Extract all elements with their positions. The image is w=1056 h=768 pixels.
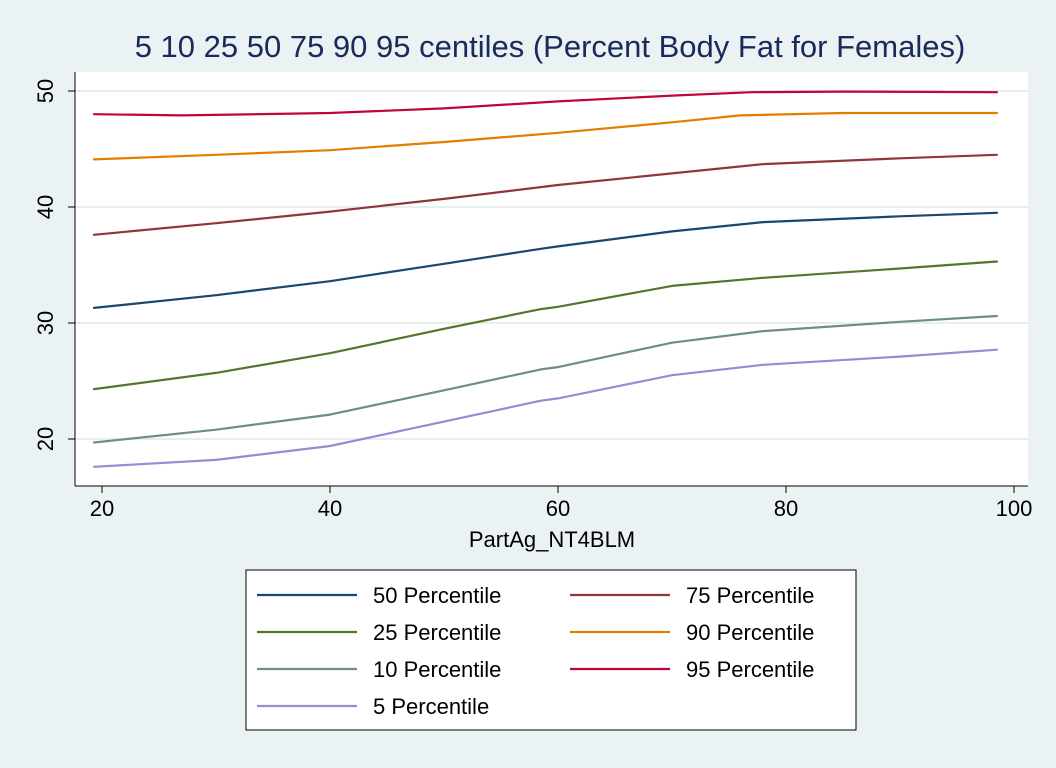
legend-label: 90 Percentile xyxy=(686,620,814,645)
legend: 50 Percentile 75 Percentile 25 Percentile 9… xyxy=(245,569,857,731)
legend-label: 75 Percentile xyxy=(686,583,814,608)
y-tick-label: 20 xyxy=(33,427,58,451)
x-axis-label: PartAg_NT4BLM xyxy=(469,527,635,552)
series-line-90 xyxy=(92,111,999,161)
plot-area xyxy=(75,72,1028,486)
legend-label: 5 Percentile xyxy=(373,694,489,719)
series-line-50 xyxy=(92,211,999,309)
legend-box xyxy=(245,569,857,731)
series-line-25 xyxy=(92,260,999,391)
x-tick-label: 20 xyxy=(90,496,114,521)
chart-title: 5 10 25 50 75 90 95 centiles (Percent Bo… xyxy=(135,29,966,64)
series-lines xyxy=(92,90,999,468)
series-line-10 xyxy=(92,314,999,444)
series-line-75 xyxy=(92,153,999,236)
series-line-5 xyxy=(92,348,999,468)
y-tick-label: 40 xyxy=(33,195,58,219)
x-tick-label: 60 xyxy=(546,496,570,521)
legend-label: 10 Percentile xyxy=(373,657,501,682)
legend-label: 95 Percentile xyxy=(686,657,814,682)
axes: 20 40 60 80 100 20 30 40 50 xyxy=(33,72,1032,521)
y-tick-label: 50 xyxy=(33,79,58,103)
x-tick-label: 80 xyxy=(774,496,798,521)
y-tick-label: 30 xyxy=(33,311,58,335)
x-tick-label: 100 xyxy=(996,496,1033,521)
x-tick-label: 40 xyxy=(318,496,342,521)
legend-label: 50 Percentile xyxy=(373,583,501,608)
series-line-95 xyxy=(92,90,999,117)
gridlines xyxy=(75,90,1028,440)
legend-label: 25 Percentile xyxy=(373,620,501,645)
